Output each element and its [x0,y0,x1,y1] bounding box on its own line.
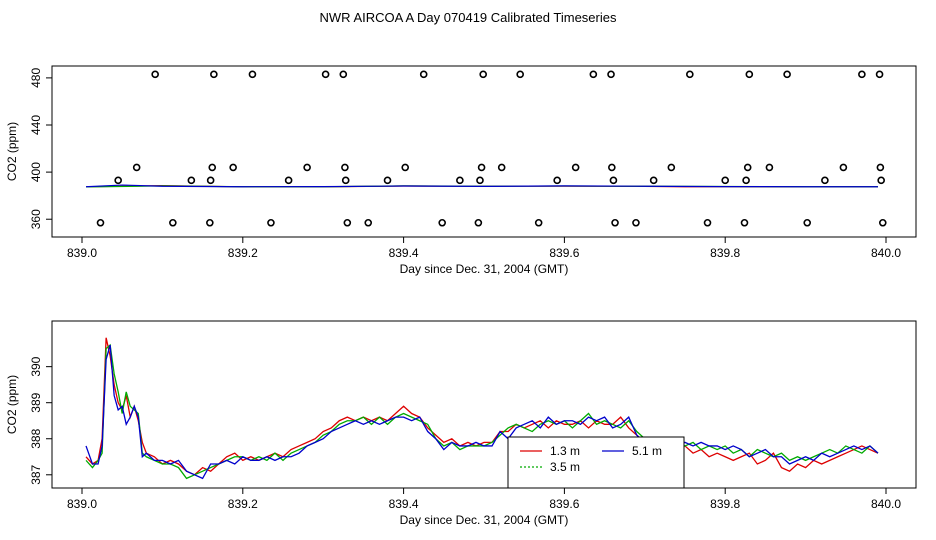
bottom-x-axis-label: Day since Dec. 31, 2004 (GMT) [400,513,569,527]
top-scatter-point [208,163,217,172]
bottom-y-tick-label: 390 [29,356,43,376]
bottom-y-tick-label: 389 [29,392,43,412]
top-scatter-point [206,176,215,185]
top-scatter-point [419,70,428,79]
top-y-tick-label: 440 [29,115,43,135]
top-scatter-point [839,163,848,172]
top-y-axis-label: CO2 (ppm) [5,122,19,181]
top-y-tick-label: 400 [29,162,43,182]
top-scatter-point [571,163,580,172]
bottom-series-line-51m [85,344,879,480]
figure-title: NWR AIRCOA A Day 070419 Calibrated Times… [319,10,617,25]
bottom-plot-frame [51,320,917,489]
top-scatter-point [206,218,214,227]
top-scatter-point [229,163,237,172]
top-scatter-point [343,218,352,227]
top-scatter-point [589,70,598,79]
bottom-y-tick-label: 388 [29,428,43,448]
bottom-x-tick-label: 839.6 [549,497,579,511]
top-scatter-point [210,70,218,79]
top-scatter-point [516,70,524,79]
top-scatter-point [151,70,159,79]
top-x-tick-label: 839.0 [67,246,97,260]
top-scatter-point [742,176,750,185]
top-scatter-point [267,218,275,227]
top-scatter-point [534,218,543,227]
bottom-series-line-13m [85,337,879,476]
top-scatter-point [875,70,884,79]
top-scatter-point [878,218,887,227]
bottom-x-tick-label: 839.8 [710,497,740,511]
top-scatter-point [721,176,730,185]
top-scatter-point [248,70,257,79]
top-scatter-point [858,70,866,79]
top-scatter-point [609,176,618,185]
top-scatter-point [456,176,464,185]
bottom-y-tick-label: 387 [29,464,43,484]
top-x-tick-label: 840.0 [871,246,901,260]
top-y-tick-label: 360 [29,209,43,229]
legend-box [507,436,685,489]
top-scatter-point [607,70,615,79]
top-x-axis-label: Day since Dec. 31, 2004 (GMT) [400,262,569,276]
top-scatter-point [169,218,177,227]
top-scatter-point [686,70,694,79]
top-scatter-point [96,218,105,227]
bottom-x-tick-label: 839.0 [67,497,97,511]
top-scatter-point [474,218,483,227]
top-scatter-point [803,218,812,227]
top-scatter-point [401,163,410,172]
top-scatter-point [132,163,141,172]
top-scatter-point [765,163,774,172]
top-scatter-point [876,163,885,172]
top-scatter-point [476,176,484,185]
top-scatter-point [745,70,754,79]
top-scatter-point [303,163,311,172]
top-scatter-point [114,176,122,185]
top-scatter-point [783,70,791,79]
top-x-tick-label: 839.8 [710,246,740,260]
top-scatter-point [341,176,350,185]
bottom-x-tick-label: 839.4 [389,497,419,511]
top-scatter-point [341,163,349,172]
top-scatter-point [649,176,658,185]
top-y-tick-label: 480 [29,68,43,88]
legend-label: 5.1 m [632,444,662,458]
bottom-x-tick-label: 839.2 [228,497,258,511]
legend-label: 3.5 m [550,460,580,474]
top-scatter-point [703,218,712,227]
top-series-line-51m [85,184,878,188]
top-scatter-point [479,70,487,79]
legend-label: 1.3 m [550,444,580,458]
top-x-tick-label: 839.6 [549,246,579,260]
top-plot-frame [51,65,917,238]
top-scatter-point [608,163,616,172]
top-scatter-point [438,218,446,227]
top-scatter-point [477,163,486,172]
top-scatter-point [187,176,196,185]
top-scatter-point [821,176,829,185]
bottom-x-tick-label: 840.0 [871,497,901,511]
top-scatter-point [632,218,640,227]
top-scatter-point [740,218,749,227]
top-scatter-point [497,163,506,172]
top-scatter-point [611,218,619,227]
top-scatter-point [553,176,561,185]
top-scatter-point [321,70,330,79]
bottom-y-axis-label: CO2 (ppm) [5,375,19,434]
bottom-series-line-35m [85,343,879,480]
top-scatter-point [364,218,373,227]
top-x-tick-label: 839.4 [389,246,419,260]
top-scatter-point [667,163,676,172]
top-x-tick-label: 839.2 [228,246,258,260]
top-scatter-point [284,176,293,185]
top-scatter-point [743,163,752,172]
top-scatter-point [339,70,348,79]
top-scatter-point [383,176,392,185]
top-scatter-point [877,176,885,185]
